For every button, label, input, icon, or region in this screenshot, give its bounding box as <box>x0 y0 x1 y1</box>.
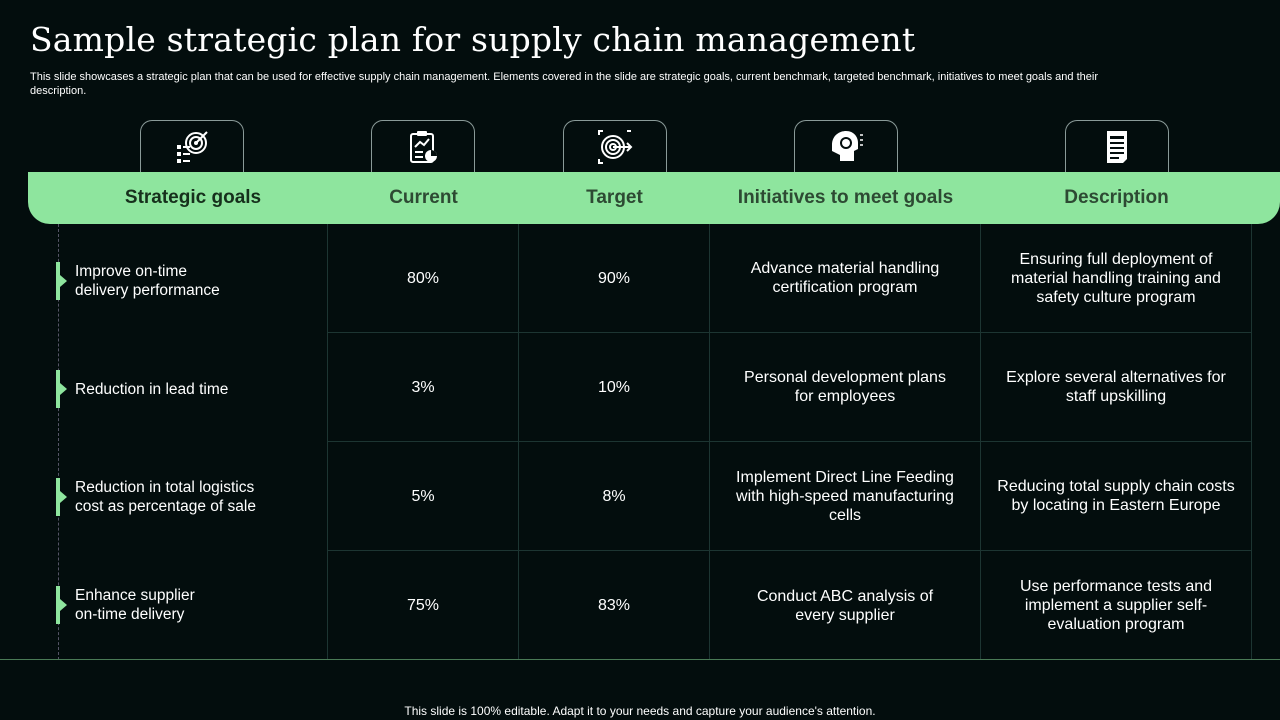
header-current: Current <box>389 187 458 208</box>
cell-description: Ensuring full deployment of material han… <box>980 224 1252 333</box>
header-target: Target <box>586 187 643 208</box>
header-initiatives: Initiatives to meet goals <box>737 187 954 208</box>
page-title: Sample strategic plan for supply chain m… <box>30 20 916 59</box>
clipboard-chart-icon <box>410 130 437 163</box>
cell-current: 75% <box>327 551 518 660</box>
goal-marker <box>56 262 67 300</box>
cell-description: Explore several alternatives for staff u… <box>980 333 1252 442</box>
goal-text: Improve on-time delivery performance <box>75 263 220 299</box>
icon-box-target <box>563 120 667 176</box>
goal-marker <box>56 370 67 408</box>
goal-item: Enhance supplier on-time delivery <box>56 575 319 635</box>
cell-target: 10% <box>518 333 709 442</box>
icon-box-description <box>1065 120 1169 176</box>
goal-marker <box>56 478 67 516</box>
goals-target-checklist-icon <box>177 130 208 163</box>
cell-initiative: Personal development plans for employees <box>709 333 980 442</box>
icon-box-goals <box>140 120 244 176</box>
goal-text: Reduction in total logistics cost as per… <box>75 479 256 515</box>
goal-marker <box>56 586 67 624</box>
table-header: Strategic goals Current Target Initiativ… <box>28 172 1280 224</box>
cell-initiative: Implement Direct Line Feeding with high-… <box>709 442 980 551</box>
footer-note: This slide is 100% editable. Adapt it to… <box>404 704 876 718</box>
header-description: Description <box>1064 187 1169 208</box>
slide-subtitle: This slide showcases a strategic plan th… <box>30 71 1098 97</box>
cell-current: 3% <box>327 333 518 442</box>
bulb-head-icon <box>832 130 863 161</box>
goal-item: Improve on-time delivery performance <box>56 251 319 311</box>
icon-box-initiatives <box>794 120 898 176</box>
strategic-goals-column: Improve on-time delivery performance Red… <box>56 224 328 660</box>
goal-text: Enhance supplier on-time delivery <box>75 587 195 623</box>
cell-description: Reducing total supply chain costs by loc… <box>980 442 1252 551</box>
cell-current: 80% <box>327 224 518 333</box>
target-arrow-icon <box>598 129 633 164</box>
cell-initiative: Conduct ABC analysis of every supplier <box>709 551 980 660</box>
cell-initiative: Advance material handling certification … <box>709 224 980 333</box>
cell-description: Use performance tests and implement a su… <box>980 551 1252 660</box>
cell-target: 8% <box>518 442 709 551</box>
plan-table: 80% 90% Advance material handling certif… <box>327 224 1253 660</box>
document-icon <box>1107 130 1127 163</box>
header-strategic-goals: Strategic goals <box>124 187 262 208</box>
table-bottom-divider <box>0 659 1280 660</box>
goal-item: Reduction in total logistics cost as per… <box>56 467 319 527</box>
goal-text: Reduction in lead time <box>75 380 229 398</box>
icon-box-current <box>371 120 475 176</box>
cell-current: 5% <box>327 442 518 551</box>
goal-item: Reduction in lead time <box>56 359 319 419</box>
cell-target: 90% <box>518 224 709 333</box>
cell-target: 83% <box>518 551 709 660</box>
